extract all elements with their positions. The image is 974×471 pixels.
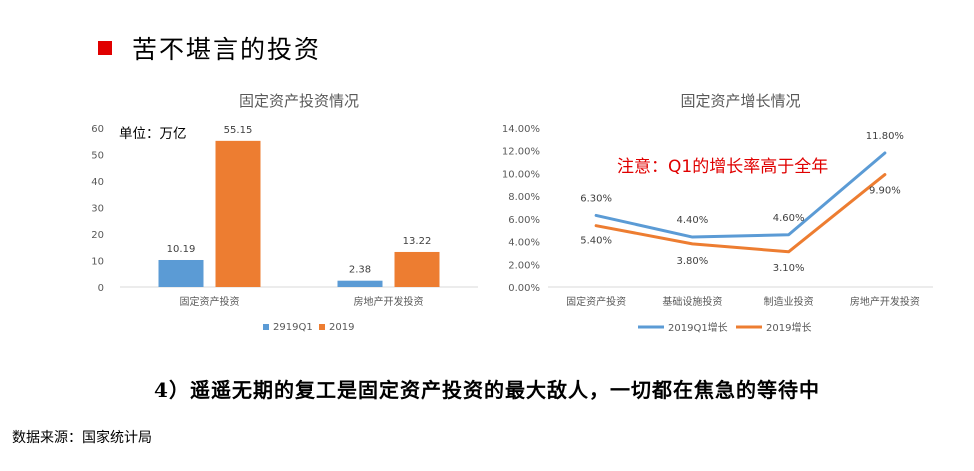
line-chart-title: 固定资产增长情况 [680, 92, 800, 110]
growth-note-annotation: 注意：Q1的增长率高于全年 [617, 157, 828, 177]
data-label: 13.22 [403, 236, 432, 247]
x-tick-label: 房地产开发投资 [354, 295, 424, 308]
slide-title: 苦不堪言的投资 [132, 35, 322, 64]
data-label: 4.60% [773, 213, 805, 224]
bar-1-0 [215, 140, 261, 287]
x-tick-label: 固定资产投资 [180, 295, 240, 308]
data-label: 5.40% [580, 236, 612, 247]
data-label: 6.30% [580, 193, 612, 204]
x-tick-label: 制造业投资 [764, 295, 814, 308]
bar-chart-title: 固定资产投资情况 [239, 92, 359, 110]
data-label: 3.10% [773, 263, 805, 274]
data-label: 9.90% [869, 186, 901, 197]
y-tick-label: 0.00% [508, 283, 540, 294]
y-tick-label: 60 [91, 124, 104, 135]
data-label: 55.15 [224, 125, 253, 136]
x-tick-label: 房地产开发投资 [850, 295, 920, 308]
y-tick-label: 12.00% [502, 147, 540, 158]
y-tick-label: 2.00% [508, 260, 540, 271]
legend-swatch-0 [263, 324, 269, 330]
y-tick-label: 4.00% [508, 238, 540, 249]
y-tick-label: 8.00% [508, 192, 540, 203]
data-label: 2.38 [349, 265, 371, 276]
y-tick-label: 6.00% [508, 215, 540, 226]
red-square-icon [98, 41, 112, 55]
data-label: 10.19 [167, 244, 196, 255]
data-source: 数据来源：国家统计局 [12, 430, 152, 446]
fixed-asset-growth-line-chart: 固定资产增长情况 0.00% 2.00% 4.00% 6.00% 8.00% 10.00% 1… [502, 92, 933, 334]
y-tick-label: 20 [91, 230, 104, 241]
y-tick-label: 50 [91, 151, 104, 162]
series-line-1 [594, 173, 887, 254]
x-tick-label: 基础设施投资 [662, 295, 722, 308]
y-tick-label: 10.00% [502, 169, 540, 180]
data-label: 11.80% [866, 131, 904, 142]
legend-label: 2019增长 [766, 321, 811, 334]
bar-1-1 [394, 251, 440, 287]
y-tick-label: 0 [98, 283, 104, 294]
data-label: 4.40% [676, 215, 708, 226]
data-label: 3.80% [676, 256, 708, 267]
y-tick-label: 40 [91, 177, 104, 188]
unit-annotation: 单位：万亿 [119, 126, 187, 142]
legend-label: 2019 [329, 322, 354, 333]
legend-swatch-1 [319, 324, 325, 330]
x-tick-label: 固定资产投资 [566, 295, 626, 308]
legend-label: 2019Q1增长 [668, 321, 728, 334]
y-tick-label: 30 [91, 204, 104, 215]
conclusion-text: 4）遥遥无期的复工是固定资产投资的最大敌人，一切都在焦急的等待中 [154, 378, 820, 402]
bar-0-1 [337, 280, 383, 287]
bar-0-0 [158, 259, 204, 287]
slide-header: 苦不堪言的投资 [98, 30, 321, 66]
y-tick-label: 14.00% [502, 124, 540, 135]
series-line-0 [594, 151, 887, 239]
y-tick-label: 10 [91, 257, 104, 268]
fixed-asset-investment-bar-chart: 固定资产投资情况 0 10 20 30 40 50 60 固定资产投资 10.19 55.15 房地产… [91, 92, 478, 333]
legend-label: 2919Q1 [273, 322, 313, 333]
